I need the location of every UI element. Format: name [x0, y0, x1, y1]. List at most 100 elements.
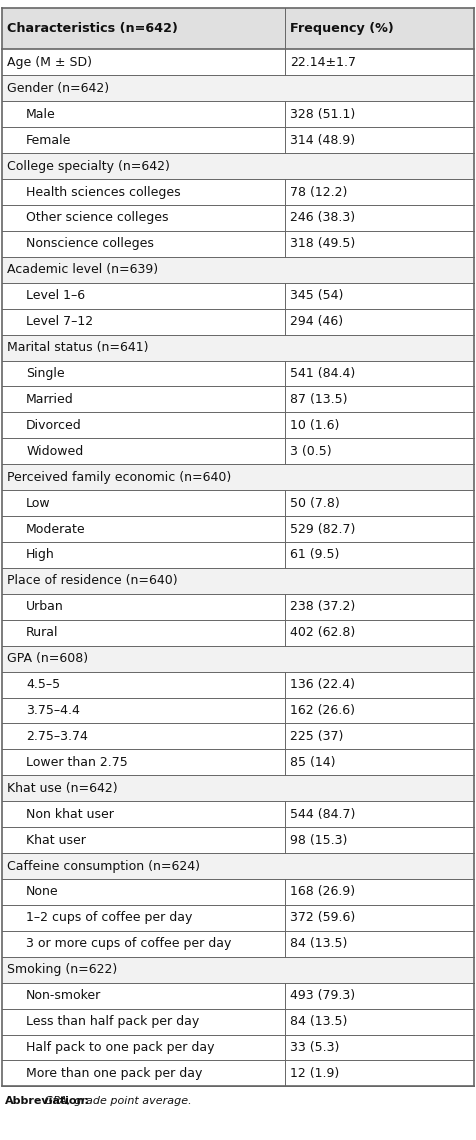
Text: 168 (26.9): 168 (26.9) [290, 886, 355, 898]
Bar [2, 335, 474, 360]
Bar [2, 698, 474, 724]
Bar [2, 931, 474, 956]
Text: High: High [26, 548, 55, 562]
Text: Level 7–12: Level 7–12 [26, 315, 93, 328]
Text: 50 (7.8): 50 (7.8) [290, 497, 340, 510]
Bar [2, 801, 474, 828]
Text: Age (M ± SD): Age (M ± SD) [7, 56, 92, 68]
Bar [2, 853, 474, 879]
Text: 87 (13.5): 87 (13.5) [290, 393, 347, 406]
Text: Non khat user: Non khat user [26, 808, 114, 821]
Text: 246 (38.3): 246 (38.3) [290, 211, 355, 225]
Text: Health sciences colleges: Health sciences colleges [26, 186, 181, 198]
Bar [2, 620, 474, 645]
Bar [2, 8, 474, 49]
Text: Lower than 2.75: Lower than 2.75 [26, 756, 128, 768]
Text: 544 (84.7): 544 (84.7) [290, 808, 355, 821]
Bar [2, 309, 474, 335]
Text: Frequency (%): Frequency (%) [290, 22, 394, 35]
Text: Other science colleges: Other science colleges [26, 211, 169, 225]
Bar [2, 645, 474, 671]
Text: 225 (37): 225 (37) [290, 730, 343, 743]
Text: 345 (54): 345 (54) [290, 290, 343, 302]
Bar [2, 438, 474, 464]
Text: Nonscience colleges: Nonscience colleges [26, 237, 154, 251]
Text: GPA, grade point average.: GPA, grade point average. [40, 1096, 191, 1106]
Bar [2, 879, 474, 905]
Text: 3 or more cups of coffee per day: 3 or more cups of coffee per day [26, 937, 231, 951]
Bar [2, 828, 474, 853]
Text: 78 (12.2): 78 (12.2) [290, 186, 347, 198]
Text: Place of residence (n=640): Place of residence (n=640) [7, 575, 178, 587]
Text: 85 (14): 85 (14) [290, 756, 336, 768]
Text: Marital status (n=641): Marital status (n=641) [7, 341, 149, 355]
Bar [2, 724, 474, 749]
Text: Single: Single [26, 367, 65, 380]
Text: Moderate: Moderate [26, 522, 86, 536]
Bar [2, 671, 474, 698]
Text: 294 (46): 294 (46) [290, 315, 343, 328]
Bar [2, 205, 474, 231]
Text: 328 (51.1): 328 (51.1) [290, 108, 355, 121]
Text: None: None [26, 886, 59, 898]
Text: Male: Male [26, 108, 56, 121]
Text: More than one pack per day: More than one pack per day [26, 1067, 203, 1080]
Bar [2, 1009, 474, 1035]
Text: Widowed: Widowed [26, 445, 83, 458]
Text: 314 (48.9): 314 (48.9) [290, 133, 355, 147]
Text: Smoking (n=622): Smoking (n=622) [7, 963, 118, 976]
Text: 3.75–4.4: 3.75–4.4 [26, 705, 80, 717]
Bar [2, 386, 474, 413]
Text: 1–2 cups of coffee per day: 1–2 cups of coffee per day [26, 911, 193, 925]
Text: 84 (13.5): 84 (13.5) [290, 1015, 347, 1028]
Bar [2, 490, 474, 516]
Text: 10 (1.6): 10 (1.6) [290, 418, 339, 432]
Bar [2, 983, 474, 1009]
Bar [2, 360, 474, 386]
Text: 98 (15.3): 98 (15.3) [290, 833, 347, 847]
Bar [2, 49, 474, 75]
Text: Female: Female [26, 133, 71, 147]
Text: 318 (49.5): 318 (49.5) [290, 237, 355, 251]
Text: Perceived family economic (n=640): Perceived family economic (n=640) [7, 471, 231, 483]
Bar [2, 464, 474, 490]
Bar [2, 75, 474, 101]
Text: 372 (59.6): 372 (59.6) [290, 911, 355, 925]
Text: 162 (26.6): 162 (26.6) [290, 705, 355, 717]
Text: GPA (n=608): GPA (n=608) [7, 652, 88, 665]
Bar [2, 1060, 474, 1086]
Text: 2.75–3.74: 2.75–3.74 [26, 730, 88, 743]
Text: Caffeine consumption (n=624): Caffeine consumption (n=624) [7, 860, 200, 872]
Text: 61 (9.5): 61 (9.5) [290, 548, 339, 562]
Text: Married: Married [26, 393, 74, 406]
Text: Low: Low [26, 497, 51, 510]
Bar [2, 179, 474, 205]
Bar [2, 542, 474, 568]
Bar [2, 101, 474, 128]
Bar [2, 128, 474, 153]
Bar [2, 1035, 474, 1060]
Text: Rural: Rural [26, 626, 59, 640]
Bar [2, 413, 474, 438]
Text: 238 (37.2): 238 (37.2) [290, 601, 355, 613]
Text: Khat user: Khat user [26, 833, 86, 847]
Text: Characteristics (n=642): Characteristics (n=642) [7, 22, 178, 35]
Text: 84 (13.5): 84 (13.5) [290, 937, 347, 951]
Bar [2, 256, 474, 283]
Text: Gender (n=642): Gender (n=642) [7, 82, 109, 95]
Text: Khat use (n=642): Khat use (n=642) [7, 782, 118, 795]
Bar [2, 775, 474, 801]
Bar [2, 594, 474, 620]
Text: 529 (82.7): 529 (82.7) [290, 522, 355, 536]
Text: 3 (0.5): 3 (0.5) [290, 445, 331, 458]
Text: College specialty (n=642): College specialty (n=642) [7, 160, 170, 172]
Text: 33 (5.3): 33 (5.3) [290, 1041, 339, 1054]
Text: Abbreviation:: Abbreviation: [5, 1096, 89, 1106]
Bar [2, 516, 474, 541]
Bar [2, 231, 474, 256]
Bar [2, 153, 474, 179]
Text: Less than half pack per day: Less than half pack per day [26, 1015, 199, 1028]
Text: Academic level (n=639): Academic level (n=639) [7, 263, 158, 276]
Text: 12 (1.9): 12 (1.9) [290, 1067, 339, 1080]
Text: 22.14±1.7: 22.14±1.7 [290, 56, 356, 68]
